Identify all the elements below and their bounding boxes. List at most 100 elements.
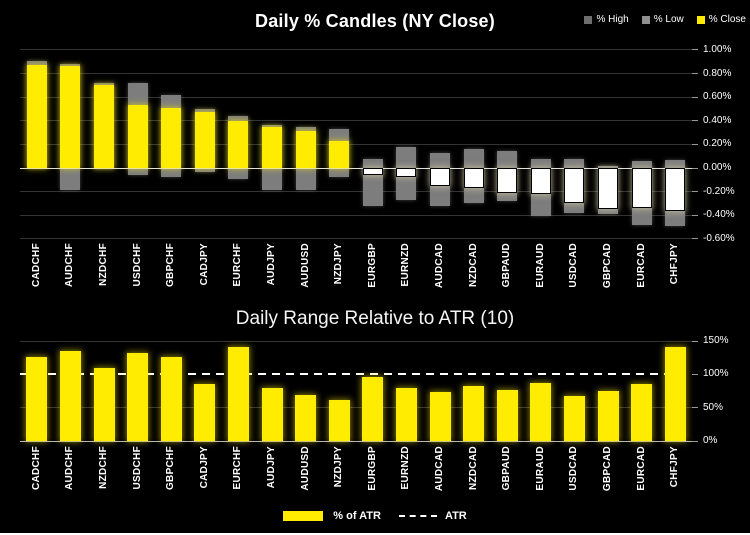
bottom-x-label: EURNZD (400, 446, 411, 489)
atr-bar-swatch-icon (283, 511, 324, 521)
bottom-x-label: EURCAD (636, 446, 647, 491)
gridline (20, 143, 692, 145)
atr-bar (530, 383, 552, 441)
y-tick-label: 50% (703, 401, 724, 413)
bottom-x-label: USDCHF (132, 446, 143, 489)
candle-body-down (463, 168, 484, 189)
bottom-x-label: EURCHF (232, 446, 243, 489)
bottom-x-label-text: EURCHF (232, 446, 244, 490)
gridline (20, 120, 692, 122)
candle-body-down (631, 168, 652, 209)
legend-item-close: % Close (696, 14, 746, 25)
gridline (20, 49, 692, 51)
top-x-label: EURAUD (535, 243, 546, 288)
top-x-label: EURNZD (400, 243, 411, 286)
bottom-x-label: AUDCHF (64, 446, 75, 490)
atr-bar (395, 388, 417, 441)
atr-bar (429, 392, 451, 441)
bottom-x-label: AUDCAD (434, 446, 445, 491)
gridline (20, 407, 692, 409)
top-chart-title: Daily % Candles (NY Close) (255, 11, 495, 31)
bottom-x-label-text: EURAUD (534, 446, 546, 491)
top-x-label-text: USDCHF (131, 243, 143, 287)
axis-tick (692, 191, 698, 193)
atr-bar (362, 377, 384, 441)
bottom-x-label-text: EURCAD (635, 446, 647, 491)
y-tick-label: 1.00% (703, 43, 732, 55)
candle-body-up (262, 126, 282, 168)
bottom-x-label-text: CADJPY (198, 446, 210, 489)
y-tick-label: -0.40% (703, 209, 735, 221)
atr-bar (59, 350, 81, 441)
bottom-x-label: AUDUSD (300, 446, 311, 491)
top-x-label: AUDCAD (434, 243, 445, 288)
y-tick-label: 0.60% (703, 91, 732, 103)
atr-dashed-line-swatch-icon (398, 515, 437, 517)
candle-wick (362, 158, 383, 206)
axis-tick (692, 73, 698, 75)
top-x-label: GBPCHF (165, 243, 176, 287)
bottom-x-label: NZDCAD (468, 446, 479, 490)
top-x-label-text: CADCHF (30, 243, 42, 288)
y-tick-label: 150% (703, 335, 729, 347)
top-x-label-text: GBPCAD (602, 243, 613, 289)
bottom-x-label-text: AUDUSD (299, 446, 311, 491)
y-tick-label: 0.40% (703, 114, 732, 126)
gridline (20, 73, 692, 75)
candle-body-down (530, 168, 551, 194)
legend-label-close: % Close (708, 14, 746, 25)
bottom-chart-title: Daily Range Relative to ATR (10) (235, 308, 515, 329)
axis-tick (692, 143, 698, 145)
top-x-label-text: AUDCHF (64, 243, 76, 288)
atr-bar (194, 383, 216, 441)
bottom-x-label-text: AUDJPY (266, 446, 277, 489)
candle-body-up (228, 120, 249, 168)
bottom-x-label-text: AUDCAD (434, 446, 445, 492)
low-swatch-icon (641, 15, 650, 24)
gridline (20, 340, 692, 342)
axis-tick (692, 214, 698, 216)
top-x-label-text: NZDCHF (98, 243, 109, 286)
candle-body-down (396, 168, 417, 178)
y-tick-label: -0.20% (703, 185, 735, 197)
top-x-label: EURCAD (636, 243, 647, 288)
y-tick-label: 100% (703, 368, 729, 380)
bottom-x-label-text: EURNZD (400, 446, 412, 490)
top-x-label-text: USDCAD (568, 243, 580, 288)
top-x-label: EURCHF (232, 243, 243, 286)
bottom-x-label: EURAUD (535, 446, 546, 491)
top-x-label-text: AUDCAD (434, 243, 445, 289)
y-tick-label: 0.00% (703, 162, 732, 173)
top-x-label: AUDCHF (64, 243, 75, 287)
candle-body-down (564, 168, 585, 204)
top-x-label-text: AUDJPY (266, 243, 277, 286)
atr-bar (328, 399, 350, 441)
candle-body-up (161, 107, 182, 168)
atr-bar (127, 352, 149, 441)
legend-label-high: % High (596, 14, 629, 25)
y-tick-label: 0% (703, 435, 718, 446)
bottom-x-label-text: GBPAUD (501, 446, 513, 491)
top-x-label-text: CADJPY (198, 243, 210, 286)
bottom-x-label-text: USDCHF (131, 446, 143, 490)
bottom-x-label: GBPCHF (165, 446, 176, 490)
candle-body-up (26, 65, 47, 168)
bottom-x-label: GBPCAD (602, 446, 613, 491)
top-x-label-text: EURAUD (534, 243, 546, 288)
top-x-label-text: NZDCAD (467, 243, 479, 288)
atr-bar (563, 395, 585, 441)
candle-body-up (94, 85, 114, 168)
top-x-label: EURGBP (367, 243, 378, 288)
atr-bar (227, 347, 249, 441)
bottom-x-label-text: CHFJPY (669, 446, 681, 488)
top-x-label-text: CHFJPY (669, 243, 681, 285)
candle-body-down (665, 168, 686, 211)
candle-body-down (598, 168, 618, 210)
y-tick-label: 0.20% (703, 138, 732, 150)
axis-tick (692, 373, 698, 375)
top-x-label-text: EURCAD (635, 243, 647, 288)
atr-bar (261, 387, 283, 441)
top-x-label: CADJPY (199, 243, 210, 285)
